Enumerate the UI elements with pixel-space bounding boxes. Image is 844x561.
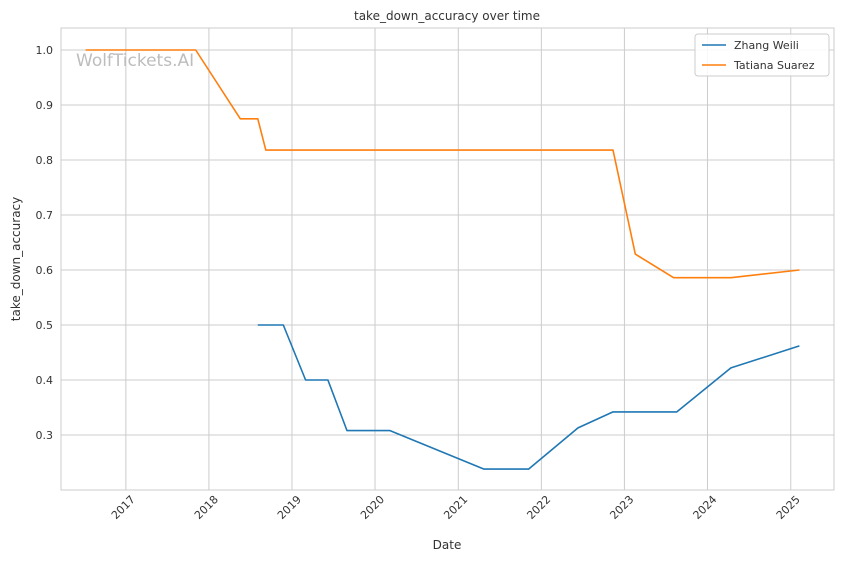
x-tick-label: 2025 xyxy=(774,493,803,522)
x-axis: 2017 2018 2019 2020 2021 2022 2023 2024 2025 xyxy=(109,493,803,522)
y-tick-label: 0.6 xyxy=(36,264,54,277)
grid xyxy=(61,28,834,490)
x-axis-label: Date xyxy=(433,538,462,552)
x-tick-label: 2024 xyxy=(691,493,720,522)
x-tick-label: 2020 xyxy=(358,493,387,522)
x-tick-label: 2018 xyxy=(192,493,221,522)
legend: Zhang Weili Tatiana Suarez xyxy=(694,33,830,77)
plot-frame xyxy=(60,27,835,491)
y-tick-label: 0.3 xyxy=(36,429,54,442)
series-line-tatiana-suarez xyxy=(85,49,800,279)
y-axis: 0.3 0.4 0.5 0.6 0.7 0.8 0.9 1.0 xyxy=(36,44,54,442)
x-tick-label: 2023 xyxy=(607,493,636,522)
series-layer xyxy=(85,49,800,470)
y-tick-label: 0.9 xyxy=(36,99,54,112)
x-tick-label: 2021 xyxy=(441,493,470,522)
legend-label-zhang-weili: Zhang Weili xyxy=(734,39,799,52)
x-tick-label: 2019 xyxy=(275,493,304,522)
legend-label-tatiana-suarez: Tatiana Suarez xyxy=(733,59,815,72)
y-tick-label: 1.0 xyxy=(36,44,54,57)
x-tick-label: 2017 xyxy=(109,493,138,522)
watermark: WolfTickets.AI xyxy=(76,51,194,71)
y-tick-label: 0.5 xyxy=(36,319,54,332)
y-tick-label: 0.8 xyxy=(36,154,54,167)
y-tick-label: 0.4 xyxy=(36,374,54,387)
y-tick-label: 0.7 xyxy=(36,209,54,222)
legend-box xyxy=(694,33,830,77)
y-axis-label: take_down_accuracy xyxy=(9,197,23,321)
chart-title: take_down_accuracy over time xyxy=(354,9,540,23)
series-line-zhang-weili xyxy=(257,324,800,470)
x-tick-label: 2022 xyxy=(524,493,553,522)
plot-background xyxy=(61,28,834,490)
